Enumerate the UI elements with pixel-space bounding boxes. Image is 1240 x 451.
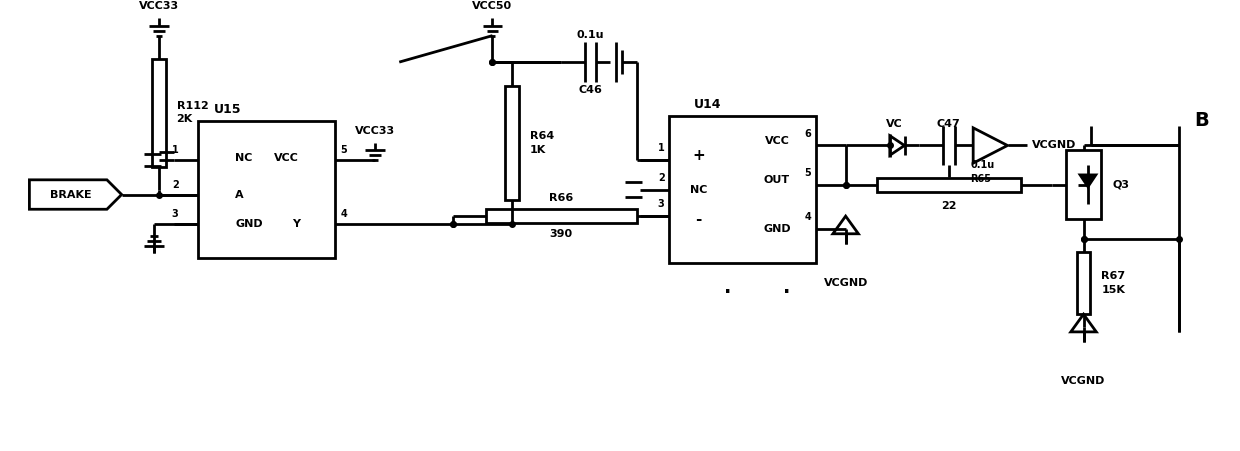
Polygon shape bbox=[30, 180, 122, 209]
Text: -: - bbox=[696, 212, 702, 226]
Text: 1K: 1K bbox=[529, 145, 546, 155]
Text: NC: NC bbox=[689, 184, 707, 195]
Text: VCC50: VCC50 bbox=[472, 1, 512, 11]
Text: C46: C46 bbox=[579, 85, 603, 95]
Text: VCC33: VCC33 bbox=[139, 1, 179, 11]
Text: U14: U14 bbox=[693, 98, 722, 111]
Text: R67: R67 bbox=[1101, 271, 1126, 281]
Bar bbox=[877, 178, 1021, 192]
Text: 2K: 2K bbox=[176, 115, 192, 124]
Text: 0.1u: 0.1u bbox=[970, 160, 994, 170]
Text: R65: R65 bbox=[970, 174, 991, 184]
Text: Y: Y bbox=[293, 219, 300, 229]
Text: 1: 1 bbox=[658, 143, 665, 153]
Bar bbox=[670, 116, 816, 263]
Text: R112: R112 bbox=[176, 101, 208, 111]
Bar bbox=[505, 87, 520, 200]
Bar bbox=[486, 209, 636, 223]
Polygon shape bbox=[973, 128, 1008, 163]
Text: 3: 3 bbox=[658, 199, 665, 209]
Text: B: B bbox=[1194, 111, 1209, 130]
Bar bbox=[1076, 252, 1090, 314]
Text: +: + bbox=[692, 148, 704, 163]
Text: 390: 390 bbox=[549, 229, 573, 239]
Bar bbox=[1066, 150, 1101, 219]
Text: R66: R66 bbox=[549, 193, 573, 203]
Text: 5: 5 bbox=[805, 168, 811, 178]
Text: .: . bbox=[724, 278, 732, 297]
Text: 2: 2 bbox=[658, 173, 665, 183]
Text: 1: 1 bbox=[172, 145, 179, 156]
Text: R64: R64 bbox=[529, 131, 554, 141]
Text: VCC33: VCC33 bbox=[355, 126, 394, 136]
Text: 4: 4 bbox=[341, 209, 347, 219]
Bar bbox=[153, 59, 166, 166]
Text: BRAKE: BRAKE bbox=[50, 189, 92, 199]
Text: VCGND: VCGND bbox=[1032, 141, 1076, 151]
Text: OUT: OUT bbox=[764, 175, 790, 185]
Polygon shape bbox=[890, 136, 904, 155]
Text: 3: 3 bbox=[172, 209, 179, 219]
Text: C47: C47 bbox=[936, 119, 961, 129]
Polygon shape bbox=[833, 216, 858, 234]
Text: 22: 22 bbox=[941, 201, 956, 212]
Text: VCGND: VCGND bbox=[1061, 376, 1106, 386]
Text: 6: 6 bbox=[805, 129, 811, 139]
Text: GND: GND bbox=[236, 219, 263, 229]
Text: 0.1u: 0.1u bbox=[577, 30, 604, 40]
Polygon shape bbox=[1071, 314, 1096, 332]
Polygon shape bbox=[1080, 175, 1096, 187]
Text: U15: U15 bbox=[213, 103, 242, 116]
Text: A: A bbox=[236, 189, 244, 199]
Text: NC: NC bbox=[236, 153, 253, 163]
Text: 5: 5 bbox=[341, 145, 347, 156]
Text: GND: GND bbox=[763, 224, 791, 234]
Text: VCC: VCC bbox=[274, 153, 299, 163]
Text: 4: 4 bbox=[805, 212, 811, 222]
Text: .: . bbox=[784, 278, 790, 297]
Text: Q3: Q3 bbox=[1112, 180, 1130, 190]
Text: VC: VC bbox=[887, 119, 903, 129]
Text: 15K: 15K bbox=[1101, 285, 1125, 295]
Text: 2: 2 bbox=[172, 180, 179, 190]
Bar bbox=[198, 121, 336, 258]
Text: VCC: VCC bbox=[765, 136, 790, 146]
Text: VCGND: VCGND bbox=[823, 278, 868, 288]
